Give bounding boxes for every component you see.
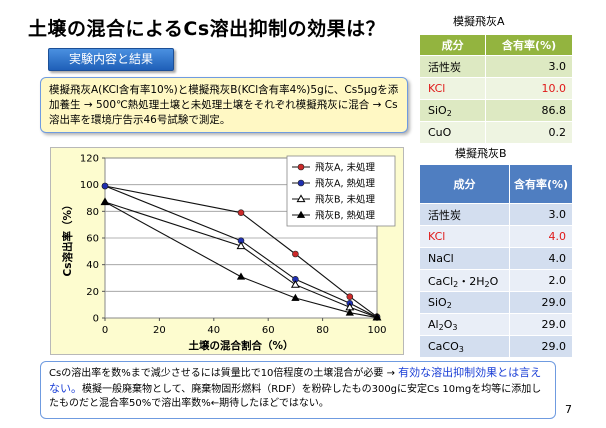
data-point [290, 280, 300, 288]
data-point [101, 182, 109, 190]
table-header: 成分 [419, 164, 510, 204]
component-name: KCl [419, 225, 510, 248]
x-axis-label: 土壌の混合割合（%） [188, 339, 293, 352]
component-value: 29.0 [509, 291, 573, 314]
component-name: SiO2 [419, 291, 510, 314]
data-point [345, 308, 354, 316]
legend-label: 飛灰B, 未処理 [315, 194, 376, 206]
legend-marker [297, 179, 305, 187]
component-value: 29.0 [509, 335, 573, 358]
composition-table-a: 成分 含有率(%) 活性炭 3.0 KCl 10.0 SiO2 86.8 CuO… [418, 34, 573, 144]
component-value: 4.0 [509, 225, 573, 248]
y-tick-label: 120 [80, 154, 99, 165]
conclusion-box: Csの溶出率を数%まで減少させるには質量比で10倍程度の土壌混合が必要 → 有効… [40, 361, 556, 419]
table-row: KCl 10.0 [418, 77, 573, 100]
x-tick-label: 80 [316, 325, 329, 336]
y-tick-label: 80 [86, 207, 99, 218]
section-label: 実験内容と結果 [48, 48, 174, 71]
component-name: NaCl [419, 247, 510, 270]
component-value: 86.8 [485, 99, 573, 122]
table-b-title: 模擬飛灰B [455, 147, 507, 160]
component-value: 0.2 [485, 121, 573, 144]
y-axis-label: Cs溶出率（%） [61, 200, 74, 277]
table-row: CaCO3 29.0 [419, 335, 573, 358]
x-tick-label: 60 [262, 325, 275, 336]
table-row: 活性炭 3.0 [419, 203, 573, 226]
legend-box [286, 155, 396, 227]
experiment-summary: 模擬飛灰A(KCl含有率10%)と模擬飛灰B(KCl含有率4%)5gに、Cs5μ… [40, 77, 408, 133]
data-point [372, 313, 382, 321]
data-point [100, 197, 110, 205]
table-row: SiO2 86.8 [418, 99, 573, 122]
y-tick-label: 100 [80, 180, 99, 191]
component-name: Al2O3 [419, 313, 510, 336]
legend-marker [296, 210, 306, 218]
component-value: 10.0 [485, 77, 573, 100]
table-header-row: 成分 含有率(%) [419, 164, 573, 204]
component-name: CuO [418, 121, 487, 144]
y-tick-label: 60 [86, 234, 99, 245]
legend-label: 飛灰A, 未処理 [315, 162, 376, 174]
legend-marker [296, 194, 306, 203]
table-a-title: 模擬飛灰A [453, 15, 505, 28]
x-tick-label: 0 [102, 325, 108, 336]
component-name: CaCO3 [419, 335, 510, 358]
legend-label: 飛灰A, 熱処理 [315, 178, 376, 190]
data-point [291, 293, 300, 301]
arrow-text: → [383, 368, 399, 379]
data-point [237, 209, 245, 216]
table-header: 含有率(%) [509, 164, 573, 204]
y-tick-label: 0 [93, 314, 99, 325]
page-title: 土壌の混合によるCs溶出抑制の効果は？ [28, 18, 386, 40]
y-tick-label: 40 [86, 260, 99, 271]
component-name: SiO2 [418, 99, 487, 122]
x-tick-label: 100 [367, 325, 386, 336]
table-row: NaCl 4.0 [419, 247, 573, 270]
table-row: KCl 4.0 [419, 225, 573, 248]
component-name: 活性炭 [419, 203, 510, 226]
table-header: 成分 [418, 34, 487, 56]
table-row: SiO2 29.0 [419, 291, 573, 314]
composition-table-b: 成分 含有率(%) 活性炭 3.0 KCl 4.0 NaCl 4.0 CaCl2… [419, 164, 573, 358]
legend-marker [297, 163, 305, 171]
component-name: 活性炭 [418, 55, 487, 78]
x-tick-label: 20 [153, 325, 166, 336]
component-value: 3.0 [509, 203, 573, 226]
table-row: Al2O3 29.0 [419, 313, 573, 336]
chart-area: 0 20 40 60 80 100 120 0 20 40 60 80 100 土壌の混合割合（%） Cs溶… [50, 147, 404, 355]
component-value: 3.0 [485, 55, 573, 78]
conclusion-text: Csの溶出率を数%まで減少させるには質量比で10倍程度の土壌混合が必要 [49, 368, 384, 379]
table-row: CaCl2・2H2O 2.0 [419, 269, 573, 292]
component-value: 29.0 [509, 313, 573, 336]
conclusion-detail: 模擬一般廃棄物として、廃棄物固形燃料（RDF）を粉砕したもの300gに安定Cs … [49, 383, 542, 410]
component-value: 2.0 [509, 269, 573, 292]
component-value: 4.0 [509, 247, 573, 270]
y-tick-label: 20 [86, 287, 99, 298]
table-header-row: 成分 含有率(%) [418, 34, 573, 56]
page-number: 7 [565, 403, 572, 416]
component-name: KCl [418, 77, 487, 100]
data-point [236, 272, 246, 280]
x-tick-label: 40 [207, 325, 220, 336]
data-point [346, 293, 354, 300]
conclusion-highlight: 有効な溶出抑制効果とは言えない。 [49, 366, 542, 395]
legend-label: 飛灰B, 熱処理 [315, 210, 376, 222]
data-point [236, 241, 246, 250]
table-row: 活性炭 3.0 [418, 55, 573, 78]
elution-rate-chart: 0 20 40 60 80 100 120 0 20 40 60 80 100 土壌の混合割合（%） Cs溶… [61, 154, 396, 352]
table-header: 含有率(%) [485, 34, 573, 56]
component-name: CaCl2・2H2O [419, 269, 510, 292]
data-point [292, 250, 299, 258]
table-row: CuO 0.2 [418, 121, 573, 144]
